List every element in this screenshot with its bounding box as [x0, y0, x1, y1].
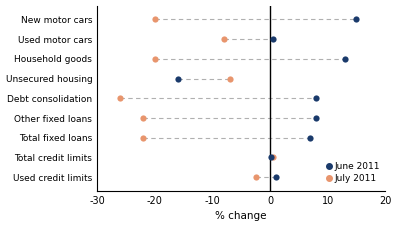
Point	[268, 156, 274, 159]
Point	[117, 96, 123, 100]
X-axis label: % change: % change	[216, 211, 267, 222]
Point	[221, 37, 227, 41]
Point	[152, 57, 158, 61]
Point	[252, 175, 259, 179]
Point	[273, 175, 279, 179]
Point	[353, 17, 360, 21]
Point	[313, 96, 319, 100]
Point	[175, 77, 181, 80]
Legend: June 2011, July 2011: June 2011, July 2011	[323, 159, 384, 187]
Point	[313, 116, 319, 120]
Point	[140, 116, 146, 120]
Point	[342, 57, 348, 61]
Point	[270, 156, 276, 159]
Point	[270, 37, 276, 41]
Point	[140, 136, 146, 140]
Point	[227, 77, 233, 80]
Point	[307, 136, 314, 140]
Point	[152, 17, 158, 21]
